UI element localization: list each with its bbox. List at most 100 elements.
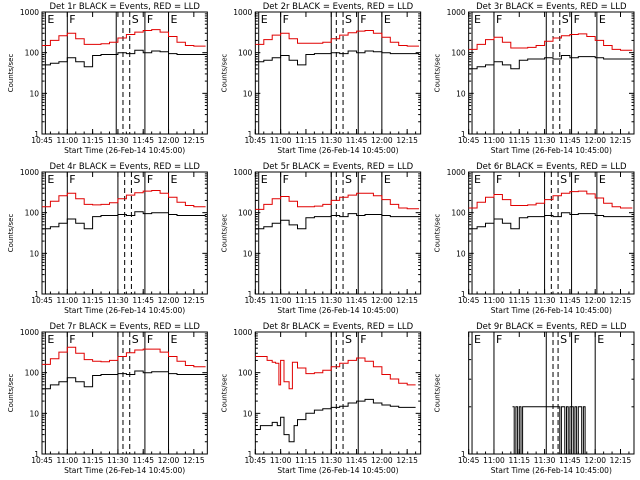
x-tick-label: 11:00 [270, 296, 292, 305]
x-tick-label: 11:30 [534, 136, 556, 145]
plot-frame [254, 331, 422, 455]
x-tick-label: 11:15 [295, 296, 317, 305]
detector-panel-2: Det 2r BLACK = Events, RED = LLD 1 10 100 10… [220, 2, 422, 155]
x-tick-label: 11:00 [56, 296, 78, 305]
detector-panel-6: Det 6r BLACK = Events, RED = LLD 1 10 100 10… [434, 162, 635, 315]
marker-label: F [69, 333, 75, 346]
detector-panel-9: Det 9r BLACK = Events, RED = LLD 110:45 11… [434, 322, 635, 475]
y-tick-label: 1 [461, 130, 466, 139]
y-tick-label: 1 [461, 450, 466, 459]
y-tick-label: 10 [243, 409, 253, 418]
detector-panel-4: Det 4r BLACK = Events, RED = LLD 1 10 100 10… [7, 162, 208, 315]
x-tick-label: 11:30 [320, 136, 342, 145]
marker-label: E [47, 333, 54, 346]
marker-label: E [474, 13, 481, 26]
y-tick-label: 10 [243, 249, 253, 258]
panel-title: Det 3r BLACK = Events, RED = LLD [476, 2, 627, 12]
y-axis-label: Counts/sec [220, 374, 228, 413]
series-events [42, 370, 206, 390]
y-tick-label: 10 [29, 409, 39, 418]
x-axis-label: Start Time (26-Feb-14 10:45:00) [277, 146, 398, 155]
x-tick-label: 12:15 [610, 136, 632, 145]
x-tick-label: 12:15 [183, 136, 205, 145]
marker-label: F [574, 13, 580, 26]
marker-label: F [574, 173, 580, 186]
marker-label: E [171, 333, 178, 346]
plot-frame [468, 11, 635, 135]
y-axis-label: Counts/sec [7, 374, 15, 413]
y-axis-label: Counts/sec [434, 374, 442, 413]
y-tick-label: 100 [451, 209, 466, 218]
series-events [255, 398, 416, 443]
x-tick-label: 12:00 [584, 296, 606, 305]
x-axis-label: Start Time (26-Feb-14 10:45:00) [491, 146, 612, 155]
x-tick-label: 11:45 [559, 296, 581, 305]
x-tick-label: 11:30 [107, 296, 129, 305]
detector-panel-3: Det 3r BLACK = Events, RED = LLD 1 10 100 10… [434, 2, 635, 155]
panel-title: Det 6r BLACK = Events, RED = LLD [476, 162, 627, 172]
x-tick-label: 11:45 [132, 296, 154, 305]
series-lld [468, 190, 633, 209]
y-tick-label: 1000 [233, 328, 252, 337]
x-tick-label: 12:15 [396, 136, 418, 145]
x-tick-label: 11:00 [56, 136, 78, 145]
x-tick-label: 10:45 [458, 456, 480, 465]
series-lld [42, 346, 206, 368]
y-tick-label: 10 [456, 249, 466, 258]
panel-title: Det 7r BLACK = Events, RED = LLD [49, 322, 200, 332]
marker-label: S [560, 333, 567, 346]
marker-label: F [360, 173, 366, 186]
x-axis-label: Start Time (26-Feb-14 10:45:00) [64, 146, 185, 155]
detector-panel-8: Det 8r BLACK = Events, RED = LLD 1 10 100 10… [220, 322, 422, 475]
y-tick-label: 100 [451, 49, 466, 58]
y-tick-label: 1 [248, 450, 253, 459]
detector-panel-1: Det 1r BLACK = Events, RED = LLD 1 10 100 10… [7, 2, 208, 155]
series-events [42, 211, 206, 230]
x-tick-label: 11:15 [82, 136, 104, 145]
x-tick-label: 10:45 [31, 136, 53, 145]
plot-frame [254, 11, 422, 135]
panel-title: Det 9r BLACK = Events, RED = LLD [476, 322, 627, 332]
y-tick-label: 1 [248, 290, 253, 299]
panel-title: Det 1r BLACK = Events, RED = LLD [49, 2, 200, 12]
y-axis-label: Counts/sec [434, 54, 442, 93]
x-tick-label: 11:45 [132, 456, 154, 465]
marker-label: F [574, 333, 580, 346]
marker-label: F [496, 333, 502, 346]
x-tick-label: 11:30 [534, 296, 556, 305]
y-tick-label: 1000 [447, 8, 466, 17]
x-tick-label: 11:15 [508, 456, 530, 465]
series-lld [255, 192, 419, 210]
x-tick-label: 11:15 [82, 456, 104, 465]
marker-label: F [283, 13, 289, 26]
marker-label: F [496, 173, 502, 186]
panel-title: Det 5r BLACK = Events, RED = LLD [263, 162, 414, 172]
x-tick-label: 10:45 [245, 136, 267, 145]
y-tick-label: 100 [25, 49, 40, 58]
panel-title: Det 4r BLACK = Events, RED = LLD [49, 162, 200, 172]
x-tick-label: 10:45 [245, 456, 267, 465]
x-tick-label: 11:15 [508, 296, 530, 305]
marker-label: S [560, 173, 567, 186]
marker-label: S [132, 333, 139, 346]
y-axis-label: Counts/sec [220, 54, 228, 93]
series-events [42, 49, 206, 68]
y-tick-label: 10 [29, 249, 39, 258]
marker-label: F [360, 333, 366, 346]
x-tick-label: 11:15 [508, 136, 530, 145]
series-events [255, 213, 419, 230]
x-tick-label: 12:00 [584, 456, 606, 465]
series-events [468, 212, 633, 230]
x-tick-label: 11:45 [559, 456, 581, 465]
marker-label: E [47, 173, 54, 186]
y-tick-label: 10 [456, 89, 466, 98]
x-tick-label: 11:45 [346, 296, 368, 305]
y-tick-label: 100 [238, 209, 253, 218]
y-tick-label: 1 [34, 130, 39, 139]
x-tick-label: 11:00 [483, 136, 505, 145]
x-axis-label: Start Time (26-Feb-14 10:45:00) [277, 306, 398, 315]
x-tick-label: 12:15 [396, 456, 418, 465]
detector-panel-7: Det 7r BLACK = Events, RED = LLD 1 10 100 10… [7, 322, 208, 475]
y-tick-label: 100 [238, 369, 253, 378]
